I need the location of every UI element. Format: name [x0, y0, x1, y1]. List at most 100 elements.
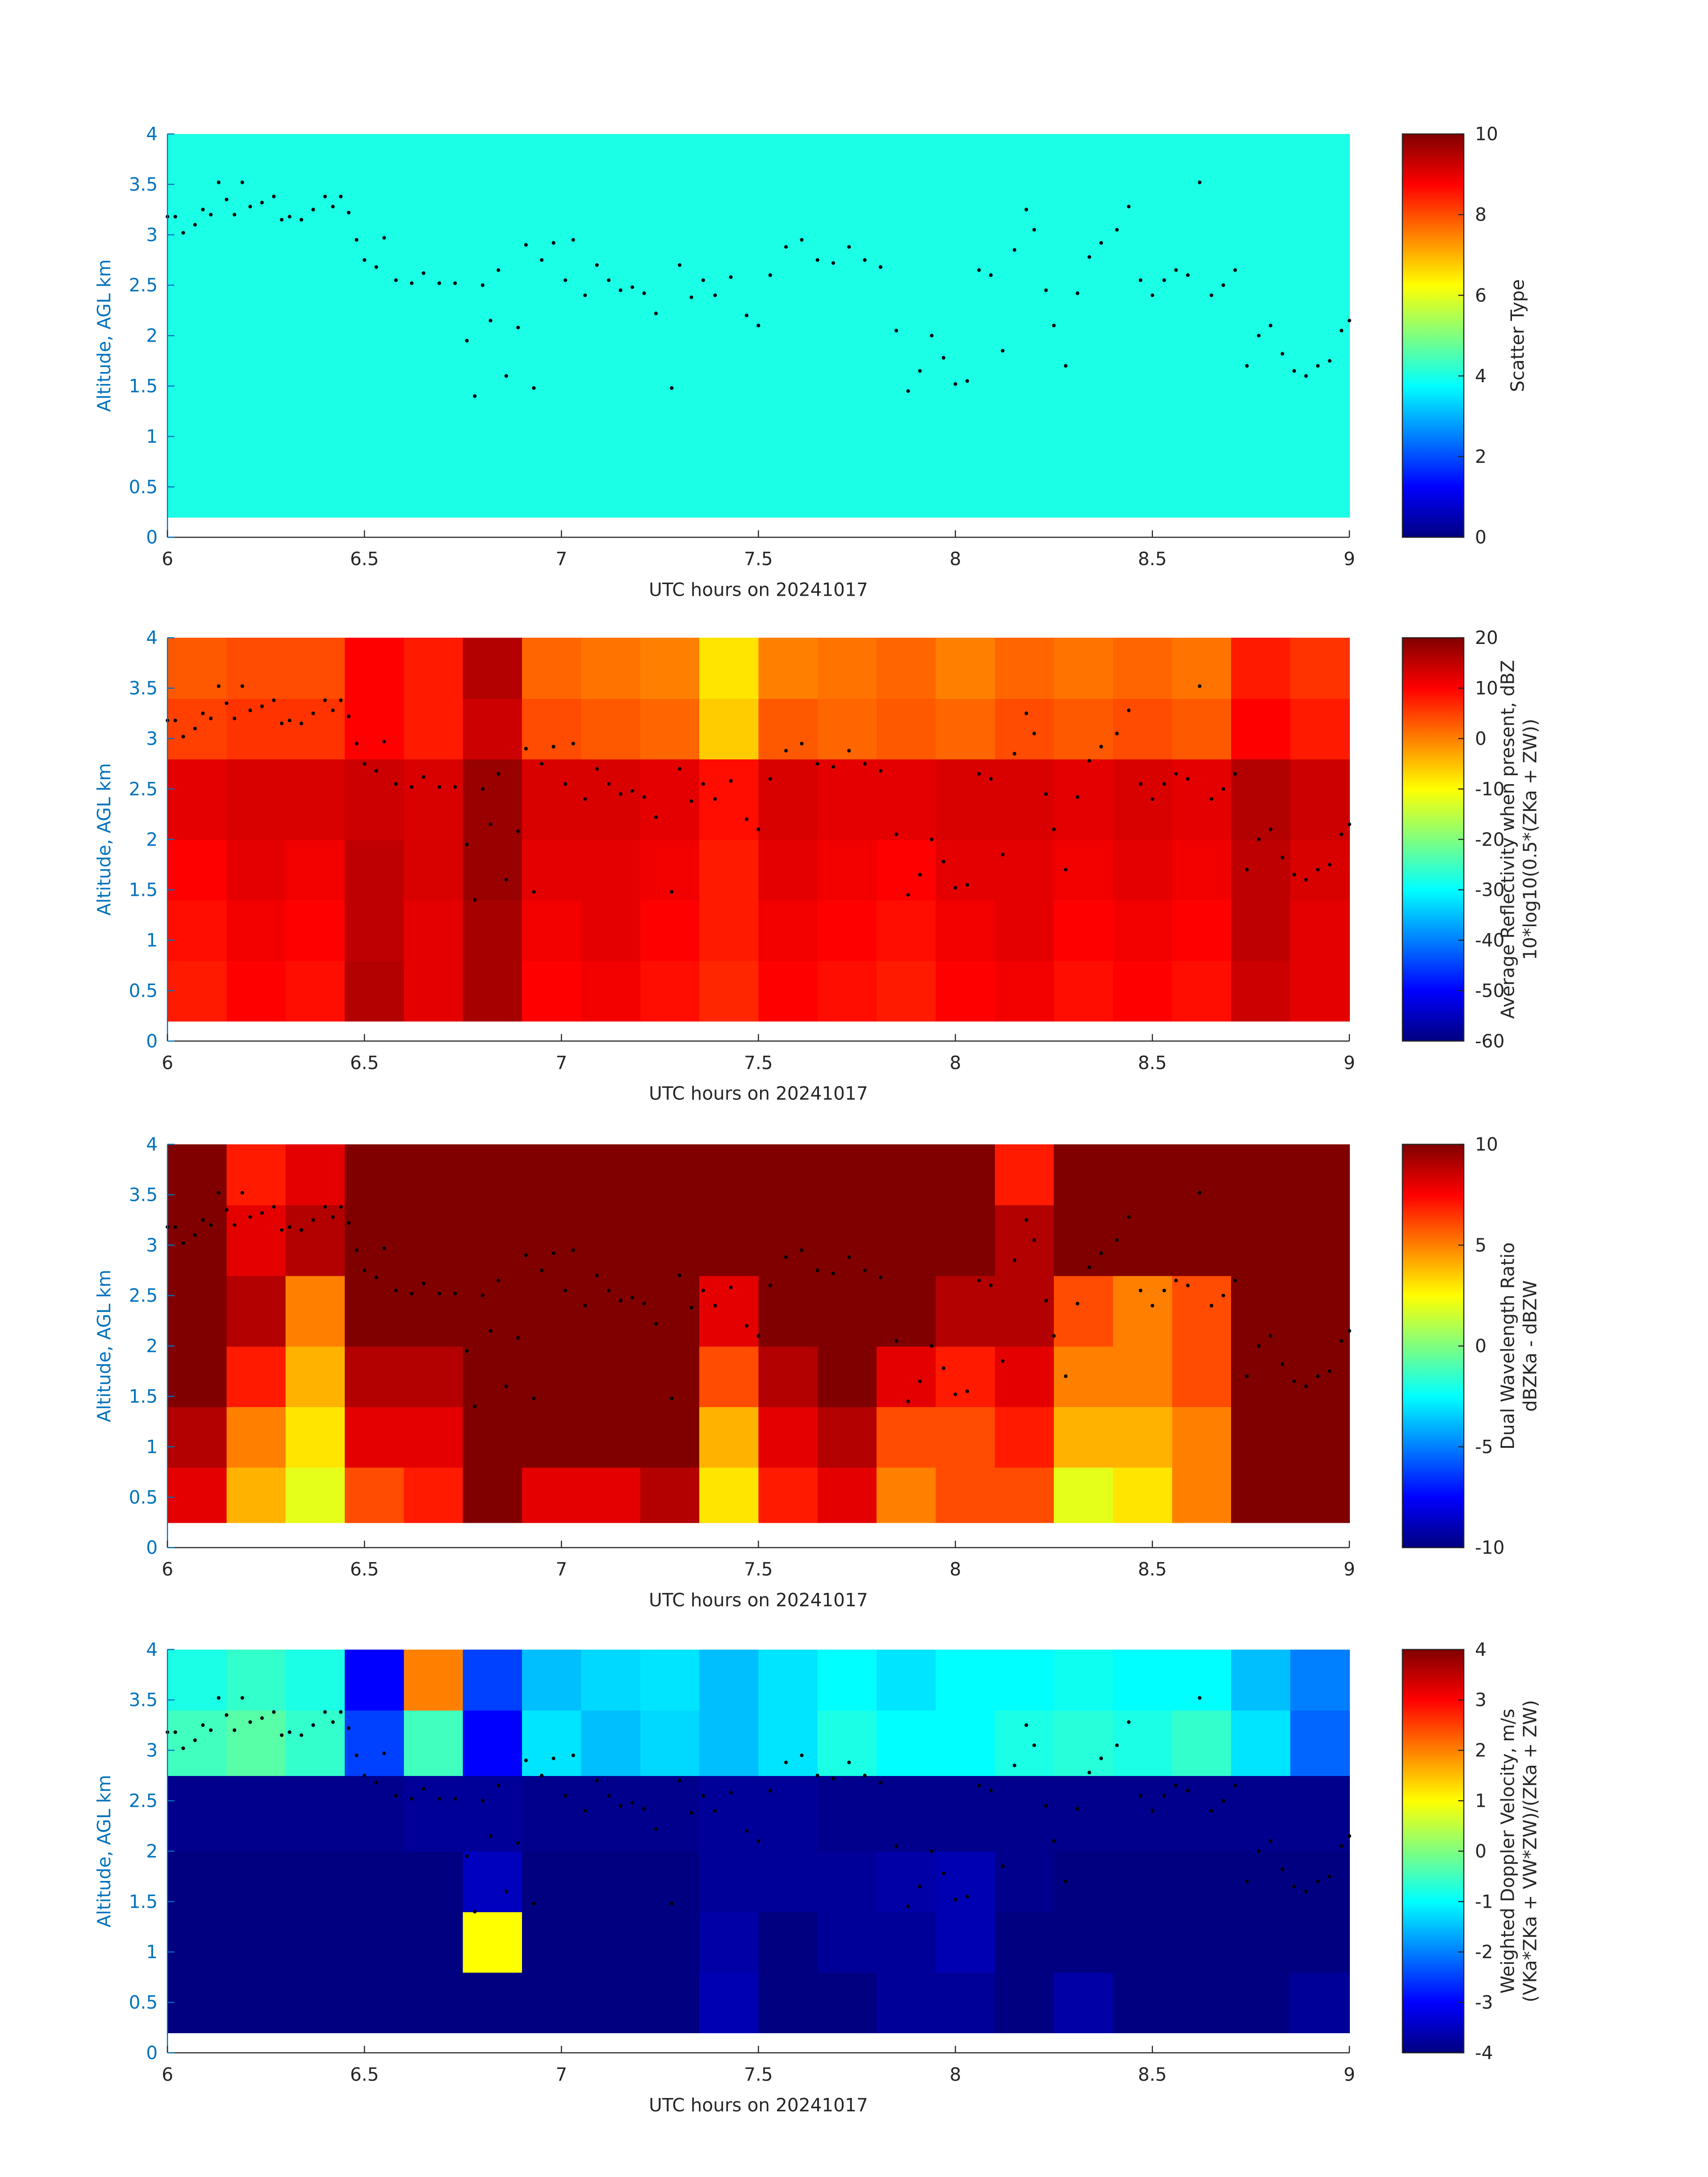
heatmap-cell: [404, 1775, 464, 1852]
dot: [532, 890, 536, 894]
dot: [953, 1392, 957, 1396]
y-tick-label: 4: [146, 627, 158, 648]
dot: [1076, 1302, 1080, 1306]
heatmap-cell: [1172, 900, 1232, 961]
heatmap-cell: [1290, 1649, 1350, 1711]
x-tick-label: 7.5: [744, 548, 773, 570]
heatmap-cell: [758, 1406, 819, 1468]
dot: [930, 334, 934, 338]
colorbar-tick-label: 2: [1475, 1740, 1487, 1761]
heatmap-cell: [758, 1144, 819, 1206]
heatmap-cell: [581, 638, 641, 699]
y-tick-label: 0.5: [129, 1487, 158, 1508]
x-tick-label: 7.5: [744, 1052, 773, 1074]
heatmap-cell: [1231, 1275, 1291, 1347]
dot: [1012, 1763, 1016, 1768]
dot: [918, 369, 922, 373]
dot: [280, 1228, 284, 1232]
heatmap-cell: [877, 1346, 936, 1407]
heatmap-cell: [1172, 1144, 1232, 1206]
x-tick-label: 6.5: [350, 2064, 379, 2085]
y-tick-label: 1: [146, 1941, 158, 1963]
heatmap-cell: [640, 1911, 700, 1973]
heatmap-cell: [994, 1406, 1055, 1468]
dot: [497, 1279, 501, 1283]
heatmap-cell: [1054, 638, 1114, 699]
dot: [1024, 1723, 1028, 1727]
dot: [831, 261, 835, 265]
dot: [272, 1205, 276, 1209]
dot: [1347, 1329, 1351, 1333]
heatmap-cell: [877, 1649, 936, 1711]
dot: [595, 1273, 599, 1278]
heatmap-cell: [935, 1851, 996, 1913]
dot: [768, 273, 772, 277]
heatmap-cell: [285, 1649, 346, 1711]
heatmap-cell: [1113, 1406, 1173, 1468]
x-tick-label: 9: [1344, 1559, 1355, 1580]
heatmap-cell: [699, 1851, 759, 1913]
dot: [756, 1334, 760, 1338]
dot: [181, 231, 185, 235]
heatmap-cell: [877, 839, 936, 901]
dot: [989, 273, 993, 277]
heatmap-cell: [522, 698, 582, 760]
heatmap-cell: [758, 1467, 819, 1523]
heatmap-cell: [1172, 1649, 1232, 1711]
dot: [437, 1797, 441, 1801]
dot: [437, 785, 441, 789]
heatmap-cell: [522, 1775, 582, 1852]
dot: [654, 1322, 658, 1326]
heatmap-cell: [404, 759, 464, 840]
dot: [1269, 1839, 1273, 1843]
dot: [248, 205, 252, 209]
heatmap-cell: [1290, 900, 1350, 961]
colorbar-tick-label: -50: [1475, 980, 1504, 1001]
heatmap-cell: [226, 1346, 286, 1407]
heatmap-cell: [1290, 698, 1350, 760]
heatmap-cell: [522, 1406, 582, 1468]
heatmap-cell: [167, 698, 227, 760]
dot: [382, 1751, 386, 1755]
heatmap-cell: [226, 1467, 286, 1523]
colorbar-tick-label: 10: [1475, 123, 1498, 145]
dot: [394, 1288, 398, 1292]
heatmap-cell: [167, 1275, 227, 1347]
dot: [1127, 205, 1131, 209]
dot: [299, 1228, 304, 1232]
dot: [363, 258, 367, 262]
heatmap-cell: [226, 1972, 286, 2033]
dot: [1328, 1369, 1332, 1373]
heatmap-cell: [699, 698, 759, 760]
dot: [654, 815, 658, 819]
dot: [670, 890, 674, 894]
heatmap-cell: [285, 1275, 346, 1347]
heatmap-cell: [935, 759, 996, 840]
heatmap-cell: [404, 638, 464, 699]
dot: [1221, 787, 1225, 791]
dot: [989, 1788, 993, 1793]
heatmap-cell: [1231, 1649, 1291, 1711]
dot: [288, 1225, 292, 1229]
dot: [863, 1773, 867, 1778]
heatmap-cell: [345, 839, 405, 901]
dot: [1064, 868, 1068, 872]
heatmap-cell: [817, 638, 877, 699]
dot: [465, 338, 469, 343]
dot: [248, 1720, 252, 1724]
dot: [240, 180, 244, 184]
dot: [701, 1794, 705, 1798]
dot: [473, 1910, 477, 1914]
heatmap-cell: [640, 900, 700, 961]
heatmap-cell: [285, 1467, 346, 1523]
heatmap-cell: [699, 638, 759, 699]
dot: [595, 767, 599, 771]
y-axis-label: Altitude, AGL km: [93, 763, 115, 916]
heatmap-cell: [345, 1649, 405, 1711]
dot: [1115, 731, 1119, 735]
heatmap-cell: [877, 1775, 936, 1852]
dot: [1001, 349, 1005, 353]
colorbar: [1402, 133, 1465, 538]
heatmap-cell: [285, 638, 346, 699]
dot: [1127, 1720, 1131, 1724]
